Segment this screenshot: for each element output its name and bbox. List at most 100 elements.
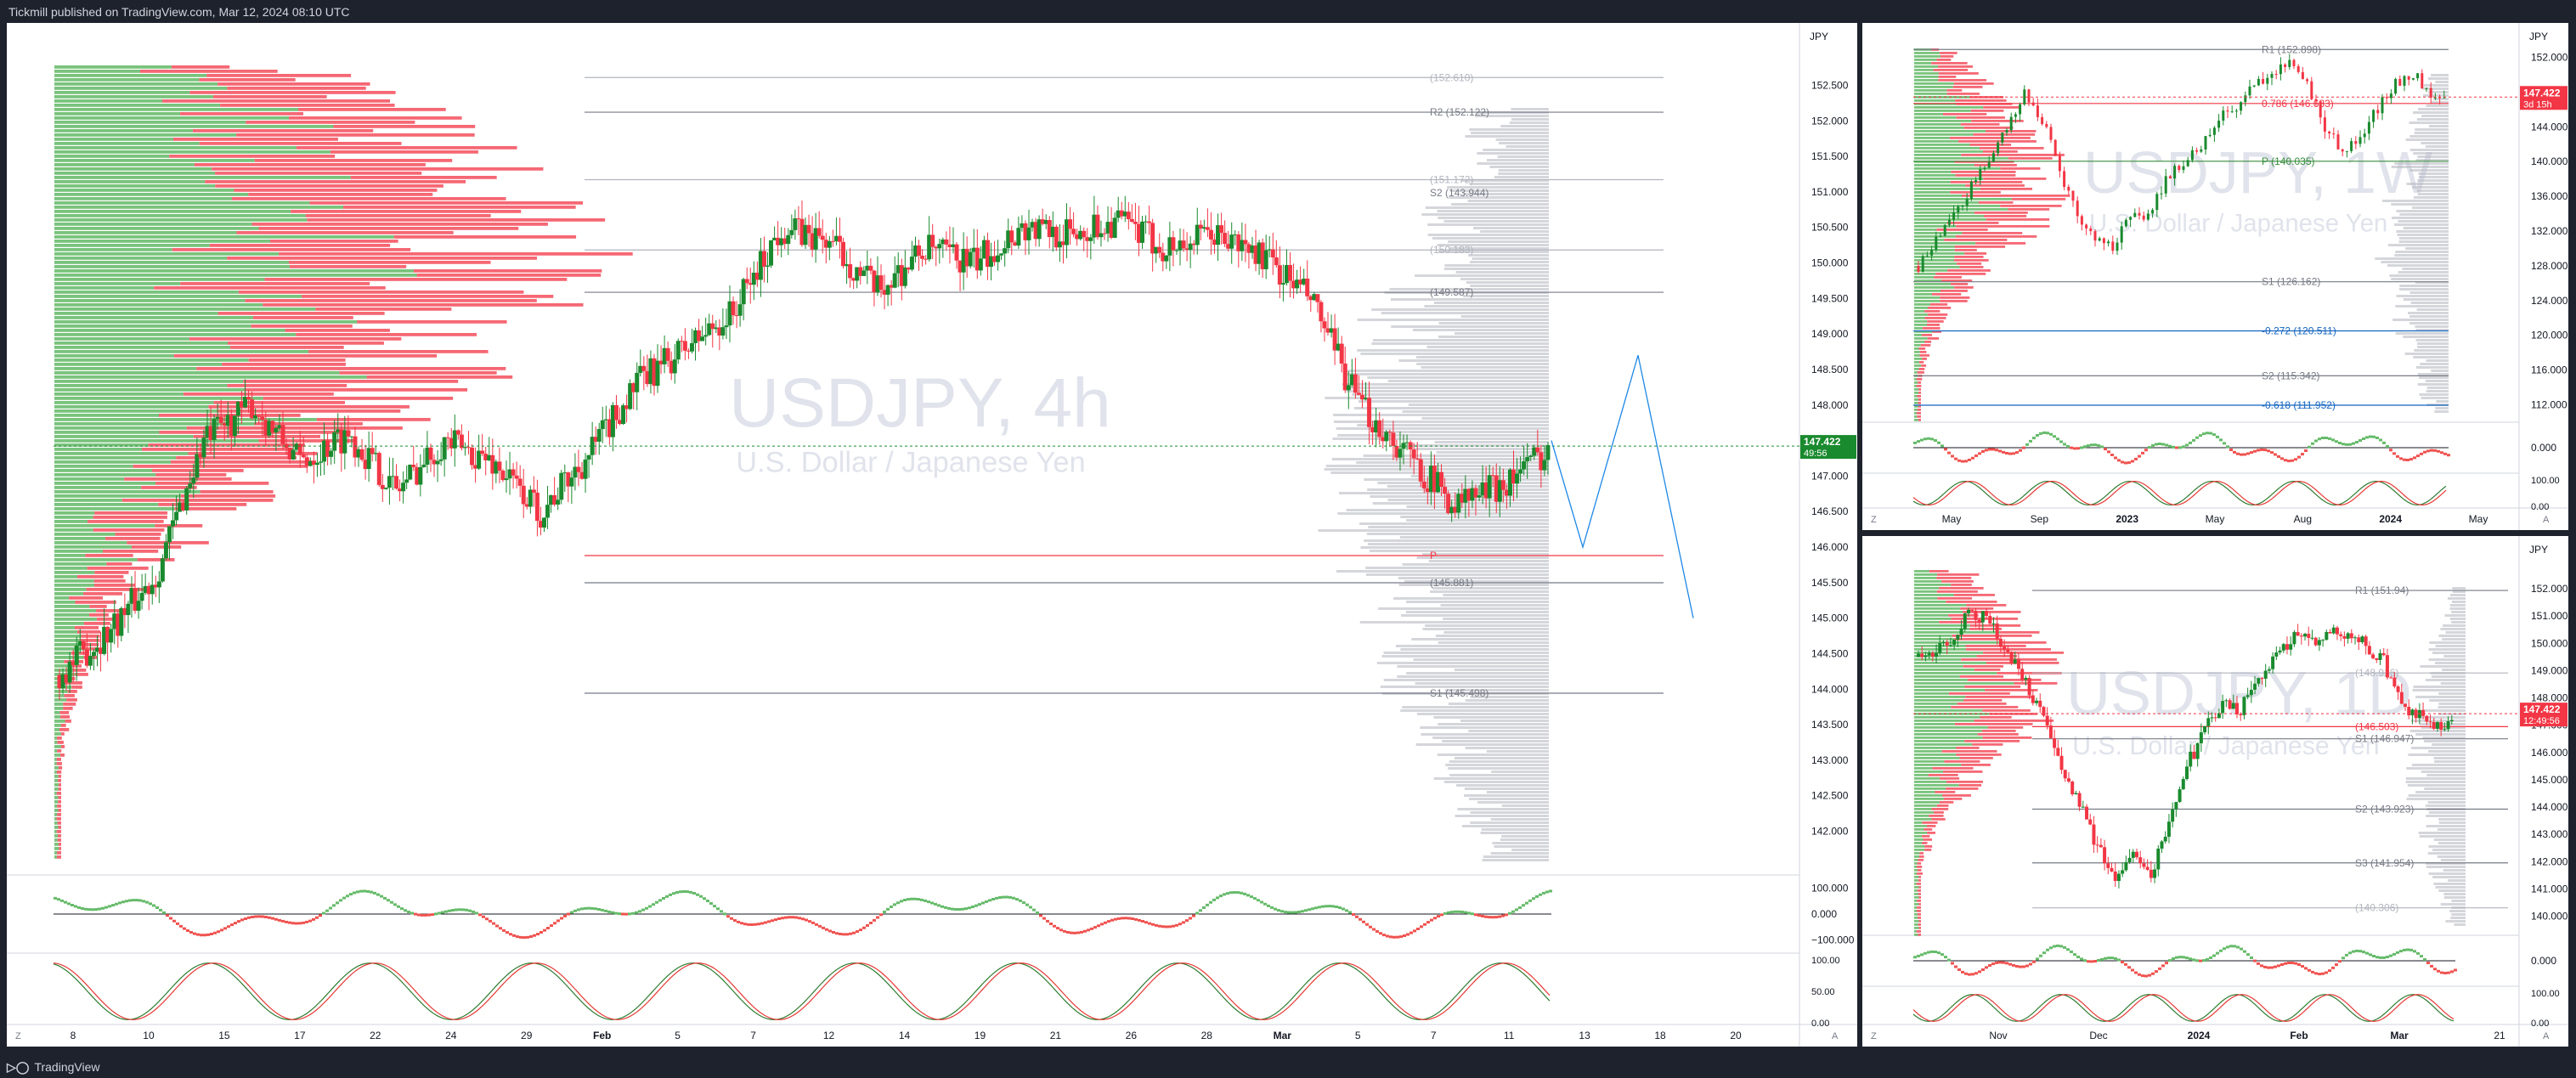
price-tick-label: 140.000 <box>2531 155 2568 167</box>
volume-profile-bar-up <box>1914 368 1919 370</box>
candle-body <box>1016 228 1021 246</box>
volume-profile-bar-up <box>54 652 71 655</box>
volume-profile-right-bar <box>2409 291 2449 294</box>
volume-profile-bar-down <box>1987 726 2024 729</box>
candle-body <box>2036 105 2039 117</box>
volume-profile-right-bar <box>1422 628 1549 630</box>
volume-profile-bar-up <box>54 656 84 659</box>
volume-profile-bar-down <box>1944 239 2008 241</box>
tradingview-footer[interactable]: ▷◯ TradingView <box>0 1056 2576 1078</box>
price-tick-label: 145.000 <box>1811 612 1849 624</box>
candle-body <box>2133 212 2137 217</box>
time-tick-label: Sep <box>2031 513 2049 525</box>
volume-profile-right-bar <box>1438 336 1549 338</box>
volume-profile-right-bar <box>1438 251 1549 253</box>
volume-profile-bar-down <box>1953 82 1994 85</box>
candle-body <box>356 449 361 458</box>
candle-body <box>1013 242 1018 246</box>
volume-profile-bar-down <box>1929 570 1949 573</box>
volume-profile-bar-up <box>54 579 94 583</box>
volume-profile-right-bar <box>2451 913 2466 916</box>
volume-profile-right-bar <box>2394 254 2449 257</box>
volume-profile-bar-down <box>1955 235 2037 238</box>
candle-body <box>1995 623 1999 639</box>
candle-body <box>865 265 870 271</box>
volume-profile-right-bar <box>1463 295 1549 297</box>
chart-4h-canvas[interactable]: USDJPY, 4hU.S. Dollar / Japanese YenJPY1… <box>7 23 1857 1047</box>
volume-profile-right-bar <box>1470 261 1549 263</box>
volume-profile-bar-up <box>54 817 57 821</box>
candle-body <box>1144 221 1149 223</box>
volume-profile-right-bar <box>2422 87 2449 90</box>
candle-body <box>1504 489 1509 496</box>
candle-body <box>2027 89 2031 103</box>
volume-profile-bar-down <box>171 460 316 464</box>
volume-profile-right-bar <box>2421 726 2466 729</box>
volume-profile-right-bar <box>1477 152 1549 155</box>
volume-profile-right-bar <box>2417 108 2449 110</box>
chart-pane-daily[interactable]: USDJPY, 1D U.S. Dollar / Japanese Yen JPY 1… <box>1862 536 2568 1047</box>
volume-profile-right-bar <box>1410 475 1549 477</box>
volume-profile-right-bar <box>1486 159 1549 161</box>
volume-profile-bar-up <box>54 826 59 829</box>
candle-body <box>1956 635 1960 640</box>
volume-profile-bar-down <box>1950 181 2023 183</box>
oscillator-positive-line <box>54 889 1552 916</box>
candle-body <box>122 607 127 616</box>
volume-profile-bar-up <box>1914 573 1938 576</box>
candle-body <box>2429 87 2432 99</box>
volume-profile-right-bar <box>1398 577 1549 579</box>
volume-profile-bar-down <box>1937 597 1973 600</box>
volume-profile-bar-up <box>54 397 263 400</box>
volume-profile-bar-up <box>1914 614 1949 617</box>
volume-profile-bar-up <box>1914 770 1943 773</box>
candle-body <box>872 270 877 293</box>
chart-pane-4h[interactable]: USDJPY, 4h U.S. Dollar / Japanese Yen JPY 1… <box>7 23 1857 1047</box>
chart-weekly-canvas[interactable]: USDJPY, 1WU.S. Dollar / Japanese YenJPY1… <box>1862 23 2568 530</box>
candle-body <box>109 629 114 643</box>
candle-body <box>178 502 183 512</box>
volume-profile-right-bar <box>1451 203 1549 206</box>
volume-profile-bar-down <box>58 834 61 838</box>
volume-profile-bar-down <box>1918 920 1921 923</box>
candle-body <box>1119 210 1124 217</box>
chart-daily-canvas[interactable]: USDJPY, 1DU.S. Dollar / Japanese YenJPY1… <box>1862 536 2568 1047</box>
volume-profile-bar-up <box>1914 906 1918 909</box>
volume-profile-bar-down <box>1946 93 1980 95</box>
candle-body <box>466 447 471 449</box>
volume-profile-bar-up <box>54 367 197 370</box>
volume-profile-bar-down <box>333 125 476 128</box>
volume-profile-bar-down <box>1942 113 1987 116</box>
candle-body <box>2120 226 2123 243</box>
candle-body <box>2231 703 2235 709</box>
candle-body <box>610 404 615 437</box>
volume-profile-bar-up <box>1914 52 1940 54</box>
candle-body <box>2146 213 2149 220</box>
volume-profile-right-bar <box>1408 404 1549 406</box>
volume-profile-bar-down <box>1960 607 1994 610</box>
volume-profile-bar-up <box>1914 341 1925 343</box>
candle-body <box>2171 809 2175 822</box>
volume-profile-bar-down <box>1940 777 1960 780</box>
volume-profile-right-bar <box>1460 179 1549 182</box>
volume-profile-bar-down <box>1956 225 2050 228</box>
volume-profile-right-bar <box>1359 522 1549 525</box>
volume-profile-bar-up <box>1914 686 1965 688</box>
volume-profile-bar-up <box>54 554 86 557</box>
chart-pane-weekly[interactable]: USDJPY, 1W U.S. Dollar / Japanese Yen JPY 1… <box>1862 23 2568 530</box>
volume-profile-right-bar <box>1387 485 1549 488</box>
volume-profile-bar-down <box>1962 232 2023 234</box>
volume-profile-right-bar <box>1481 828 1549 831</box>
candle-body <box>675 341 681 360</box>
volume-profile-bar-up <box>54 804 58 808</box>
candle-body <box>246 397 251 400</box>
volume-profile-bar-down <box>59 753 65 757</box>
volume-profile-bar-up <box>54 545 133 549</box>
volume-profile-bar-down <box>155 473 227 477</box>
volume-profile-bar-down <box>1918 917 1921 919</box>
volume-profile-bar-up <box>1914 344 1921 347</box>
volume-profile-bar-up <box>54 796 59 799</box>
candle-body <box>927 234 932 260</box>
volume-profile-bar-down <box>56 792 61 795</box>
candle-body <box>1157 246 1162 253</box>
